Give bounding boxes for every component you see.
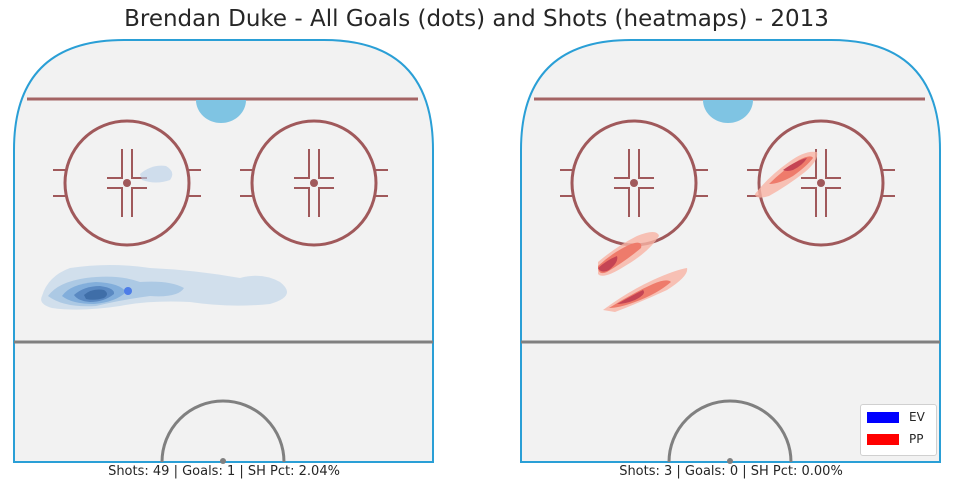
rink-left	[12, 38, 435, 466]
caption-left: Shots: 49 | Goals: 1 | SH Pct: 2.04%	[108, 464, 340, 479]
legend: EV PP	[860, 404, 937, 456]
rink-right	[519, 38, 942, 466]
pp-swatch	[867, 433, 899, 445]
legend-label-pp: PP	[909, 432, 924, 446]
legend-label-ev: EV	[909, 410, 925, 424]
legend-item-ev: EV	[867, 409, 925, 425]
goal-dot	[124, 287, 132, 295]
ev-swatch	[867, 411, 899, 423]
ev-heatmap	[41, 165, 288, 310]
chart-title: Brendan Duke - All Goals (dots) and Shot…	[124, 6, 829, 32]
legend-item-pp: PP	[867, 431, 923, 447]
pp-heatmap	[598, 151, 818, 312]
caption-right: Shots: 3 | Goals: 0 | SH Pct: 0.00%	[619, 464, 843, 479]
